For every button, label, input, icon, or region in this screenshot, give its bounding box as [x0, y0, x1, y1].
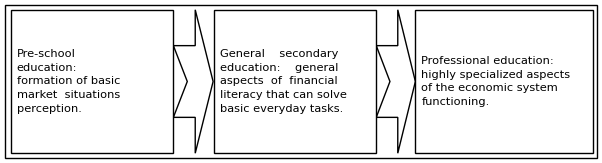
Text: Pre-school
education:
formation of basic
market  situations
perception.: Pre-school education: formation of basic…: [17, 49, 120, 114]
Bar: [415, 10, 593, 153]
Polygon shape: [376, 10, 415, 153]
Polygon shape: [173, 10, 213, 153]
Bar: [214, 10, 376, 153]
Text: General    secondary
education:    general
aspects  of  financial
literacy that : General secondary education: general asp…: [220, 49, 347, 114]
Bar: [11, 10, 173, 153]
Text: Professional education:
highly specialized aspects
of the economic system
functi: Professional education: highly specializ…: [421, 56, 571, 107]
